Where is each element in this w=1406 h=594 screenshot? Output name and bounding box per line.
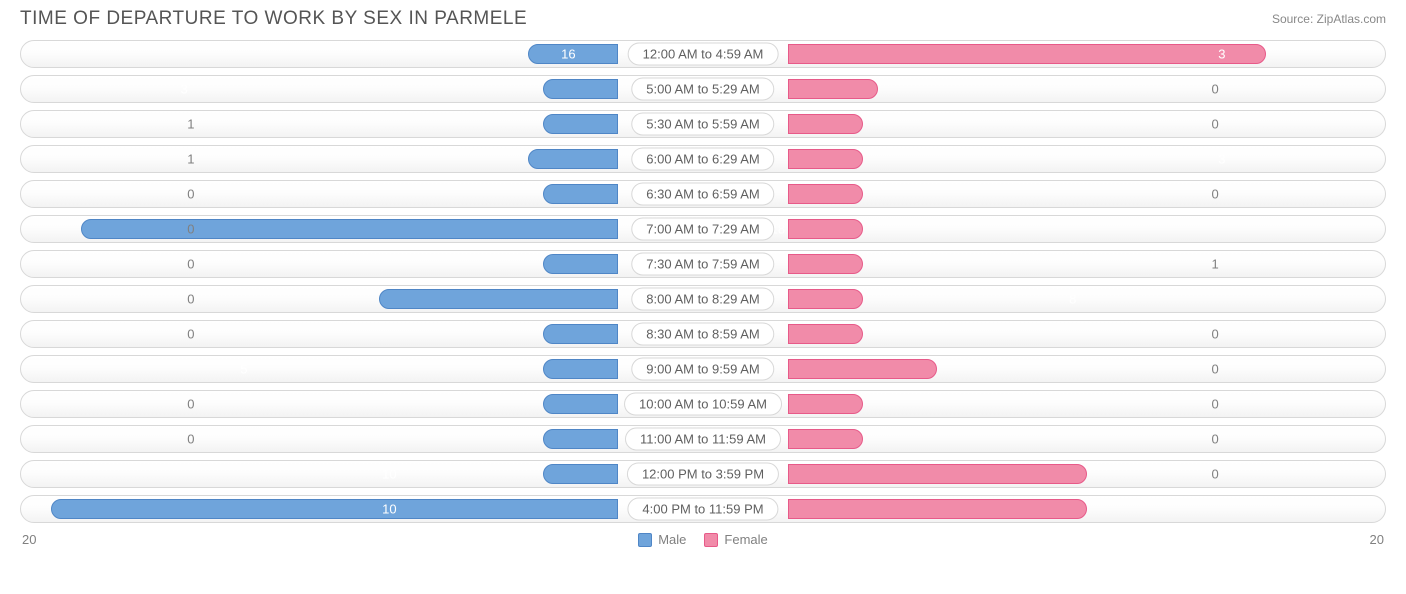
male-bar <box>543 359 618 379</box>
female-value: 0 <box>181 292 194 307</box>
female-bar <box>788 219 863 239</box>
bar-row: 0 0 11:00 AM to 11:59 AM <box>20 425 1386 453</box>
female-value: 5 <box>232 362 255 377</box>
legend-item-female: Female <box>704 532 767 547</box>
row-label: 5:00 AM to 5:29 AM <box>631 78 774 101</box>
female-bar <box>788 184 863 204</box>
legend-item-male: Male <box>638 532 686 547</box>
male-value: 3 <box>1210 47 1233 62</box>
female-value: 0 <box>181 222 194 237</box>
male-bar <box>528 149 618 169</box>
male-bar <box>543 394 618 414</box>
female-bar <box>788 114 863 134</box>
bar-row: 3 1 6:00 AM to 6:29 AM <box>20 145 1386 173</box>
bar-row: 0 1 5:30 AM to 5:59 AM <box>20 110 1386 138</box>
row-label: 5:30 AM to 5:59 AM <box>631 113 774 136</box>
female-bar <box>788 359 937 379</box>
female-value: 16 <box>553 47 583 62</box>
male-value: 0 <box>1212 397 1225 412</box>
bar-row: 1807:00 AM to 7:29 AM <box>20 215 1386 243</box>
chart-source: Source: ZipAtlas.com <box>1272 12 1386 26</box>
bar-row: 3 16 12:00 AM to 4:59 AM <box>20 40 1386 68</box>
bar-row: 0 5 9:00 AM to 9:59 AM <box>20 355 1386 383</box>
female-bar <box>788 394 863 414</box>
male-bar <box>543 464 618 484</box>
male-value: 1 <box>1212 257 1225 272</box>
row-label: 12:00 AM to 4:59 AM <box>628 43 779 66</box>
bar-row: 8 0 8:00 AM to 8:29 AM <box>20 285 1386 313</box>
bar-row: 0 10 12:00 PM to 3:59 PM <box>20 460 1386 488</box>
male-bar <box>543 79 618 99</box>
row-label: 6:00 AM to 6:29 AM <box>631 148 774 171</box>
male-value: 0 <box>1212 467 1225 482</box>
row-label: 7:00 AM to 7:29 AM <box>631 218 774 241</box>
bar-row: 1 0 7:30 AM to 7:59 AM <box>20 250 1386 278</box>
row-label: 11:00 AM to 11:59 AM <box>625 428 781 451</box>
female-bar <box>788 254 863 274</box>
male-value: 0 <box>1212 187 1225 202</box>
chart-header: TIME OF DEPARTURE TO WORK BY SEX IN PARM… <box>0 0 1406 40</box>
female-bar <box>788 464 1086 484</box>
male-value: 3 <box>1210 152 1233 167</box>
legend-label-female: Female <box>724 532 767 547</box>
legend-label-male: Male <box>658 532 686 547</box>
row-label: 4:00 PM to 11:59 PM <box>627 498 778 521</box>
female-bar <box>788 44 1265 64</box>
chart-area: 3 16 12:00 AM to 4:59 AM 0 3 5:00 AM to 5:29 … <box>0 40 1406 523</box>
row-label: 6:30 AM to 6:59 AM <box>631 183 774 206</box>
axis-right-max: 20 <box>1370 532 1384 547</box>
row-label: 9:00 AM to 9:59 AM <box>631 358 774 381</box>
male-value: 8 <box>1061 292 1084 307</box>
male-value: 0 <box>1212 362 1225 377</box>
male-bar <box>51 499 618 519</box>
female-bar <box>788 149 863 169</box>
female-value: 0 <box>181 257 194 272</box>
bar-row: 0 0 6:30 AM to 6:59 AM <box>20 180 1386 208</box>
female-bar <box>788 289 863 309</box>
male-value: 0 <box>1212 432 1225 447</box>
row-label: 8:30 AM to 8:59 AM <box>631 323 774 346</box>
chart-title: TIME OF DEPARTURE TO WORK BY SEX IN PARM… <box>20 8 527 30</box>
bar-row: 0 0 8:30 AM to 8:59 AM <box>20 320 1386 348</box>
female-value: 3 <box>173 82 196 97</box>
legend-swatch-male <box>638 533 652 547</box>
female-value: 10 <box>374 467 404 482</box>
male-value: 0 <box>1212 117 1225 132</box>
female-bar <box>788 324 863 344</box>
female-value: 0 <box>181 187 194 202</box>
female-value: 0 <box>181 397 194 412</box>
male-bar <box>543 114 618 134</box>
legend: Male Female <box>638 532 768 547</box>
chart-footer: 20 Male Female 20 <box>0 530 1406 547</box>
female-value: 0 <box>181 327 194 342</box>
row-label: 8:00 AM to 8:29 AM <box>631 288 774 311</box>
female-value: 1 <box>181 152 194 167</box>
row-label: 12:00 PM to 3:59 PM <box>627 463 779 486</box>
row-label: 7:30 AM to 7:59 AM <box>631 253 774 276</box>
male-bar <box>543 184 618 204</box>
male-value: 0 <box>1212 327 1225 342</box>
male-value: 0 <box>1212 82 1225 97</box>
legend-swatch-female <box>704 533 718 547</box>
row-label: 10:00 AM to 10:59 AM <box>624 393 782 416</box>
male-bar <box>543 254 618 274</box>
male-bar <box>543 324 618 344</box>
female-bar <box>788 79 878 99</box>
male-bar <box>379 289 618 309</box>
female-value: 10 <box>374 502 404 517</box>
female-value: 0 <box>181 432 194 447</box>
female-value: 1 <box>181 117 194 132</box>
female-bar <box>788 499 1086 519</box>
bar-row: 0 0 10:00 AM to 10:59 AM <box>20 390 1386 418</box>
bar-row: 19104:00 PM to 11:59 PM <box>20 495 1386 523</box>
male-bar <box>543 429 618 449</box>
female-bar <box>788 429 863 449</box>
axis-left-max: 20 <box>22 532 36 547</box>
bar-row: 0 3 5:00 AM to 5:29 AM <box>20 75 1386 103</box>
male-bar <box>81 219 618 239</box>
